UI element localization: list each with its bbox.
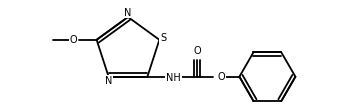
Text: N: N bbox=[124, 7, 132, 17]
Text: NH: NH bbox=[166, 73, 181, 83]
Text: N: N bbox=[105, 76, 112, 86]
Text: O: O bbox=[194, 46, 201, 56]
Text: S: S bbox=[160, 33, 167, 43]
Text: O: O bbox=[70, 35, 77, 45]
Text: O: O bbox=[218, 72, 225, 82]
